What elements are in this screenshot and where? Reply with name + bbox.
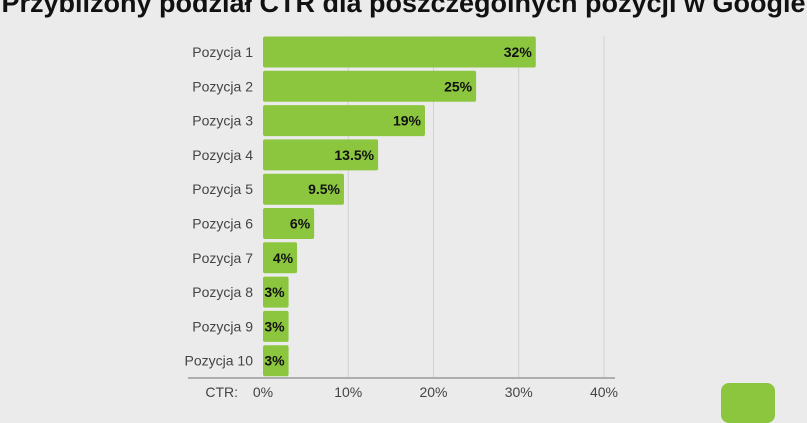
x-axis-label: CTR: bbox=[205, 384, 238, 400]
category-label: Pozycja 9 bbox=[192, 318, 253, 334]
data-label: 25% bbox=[444, 78, 473, 94]
x-tick-label: 30% bbox=[505, 384, 533, 400]
chart-title: Przybliżony podział CTR dla poszczególny… bbox=[1, 0, 806, 18]
data-label: 3% bbox=[264, 284, 285, 300]
data-label: 19% bbox=[393, 113, 422, 129]
category-label: Pozycja 3 bbox=[192, 113, 253, 129]
category-label: Pozycja 7 bbox=[192, 250, 253, 266]
bar bbox=[263, 345, 289, 377]
data-label: 6% bbox=[290, 216, 311, 232]
bar bbox=[263, 105, 425, 137]
data-label: 32% bbox=[504, 44, 533, 60]
brand-logo bbox=[721, 383, 775, 423]
category-label: Pozycja 5 bbox=[192, 181, 253, 197]
x-tick-label: 40% bbox=[590, 384, 618, 400]
category-label: Pozycja 2 bbox=[192, 78, 253, 94]
data-label: 13.5% bbox=[334, 147, 374, 163]
category-label: Pozycja 1 bbox=[192, 44, 253, 60]
bar bbox=[263, 242, 298, 274]
bar bbox=[263, 139, 379, 171]
bar bbox=[263, 173, 344, 205]
category-label: Pozycja 4 bbox=[192, 147, 253, 163]
bar bbox=[263, 36, 536, 68]
data-label: 3% bbox=[264, 318, 285, 334]
x-tick-label: 10% bbox=[334, 384, 362, 400]
bar bbox=[263, 208, 315, 239]
bar bbox=[263, 276, 289, 308]
data-label: 9.5% bbox=[308, 181, 340, 197]
category-label: Pozycja 8 bbox=[192, 284, 253, 300]
x-tick-label: 20% bbox=[419, 384, 447, 400]
bar-chart: 0% 10% 20% 30% 40% CTR: Pozycja 1 32% Pozycja 2 2… bbox=[185, 36, 618, 400]
data-label: 4% bbox=[273, 250, 294, 266]
category-label: Pozycja 10 bbox=[185, 353, 254, 369]
category-label: Pozycja 6 bbox=[192, 216, 253, 232]
data-label: 3% bbox=[264, 353, 285, 369]
bar bbox=[263, 70, 477, 102]
bar bbox=[263, 310, 289, 342]
x-tick-label: 0% bbox=[253, 384, 273, 400]
